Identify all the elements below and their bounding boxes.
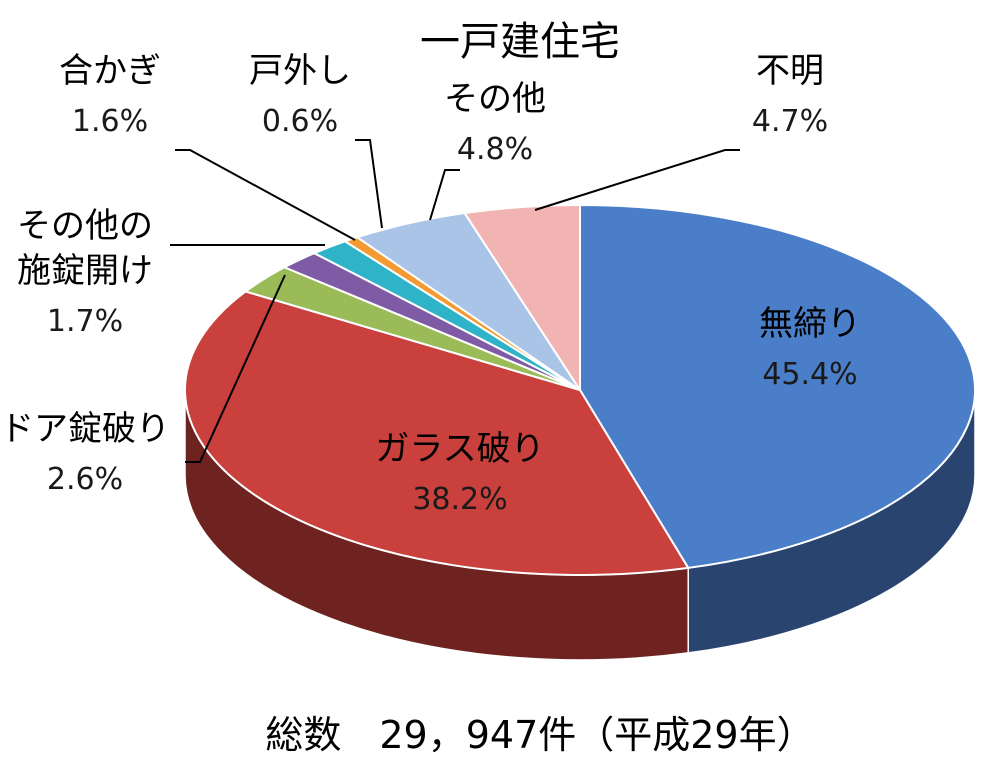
leader-line-6	[429, 169, 460, 221]
slice-label-4-0: 合かぎ	[59, 51, 161, 91]
pie-slice-7	[462, 203, 581, 394]
leader-line-5	[355, 139, 383, 229]
slice-value-5: 0.6%	[262, 104, 338, 139]
slice-label-3-1: 施錠開け	[17, 251, 153, 291]
slice-label-2-0: ドア錠破り	[0, 409, 170, 449]
leader-line-2	[185, 274, 286, 463]
slice-label-3-0: その他の	[17, 206, 153, 246]
slice-value-4: 1.6%	[72, 104, 148, 139]
slice-label-7-0: 不明	[756, 51, 824, 91]
leader-lines	[170, 139, 740, 463]
slice-value-1: 38.2%	[412, 482, 507, 517]
slice-label-5-0: 戸外し	[249, 51, 351, 91]
slice-value-2: 2.6%	[47, 462, 123, 497]
pie-slice-0	[579, 203, 976, 569]
pie-slice-1	[184, 290, 690, 576]
slice-value-3: 1.7%	[47, 304, 123, 339]
slice-value-0: 45.4%	[762, 357, 857, 392]
slice-label-0-0: 無締り	[759, 304, 861, 344]
leader-line-4	[175, 149, 356, 241]
slice-label-1-0: ガラス破り	[375, 429, 544, 469]
total-count-label: 総数 29，947件（平成29年）	[265, 713, 814, 757]
leader-line-7	[534, 149, 740, 211]
slice-label-6-0: その他	[444, 79, 546, 119]
chart-title: 一戸建住宅	[420, 19, 620, 65]
pie-slices	[184, 203, 976, 576]
slice-value-6: 4.8%	[457, 132, 533, 167]
slice-value-7: 4.7%	[752, 104, 828, 139]
